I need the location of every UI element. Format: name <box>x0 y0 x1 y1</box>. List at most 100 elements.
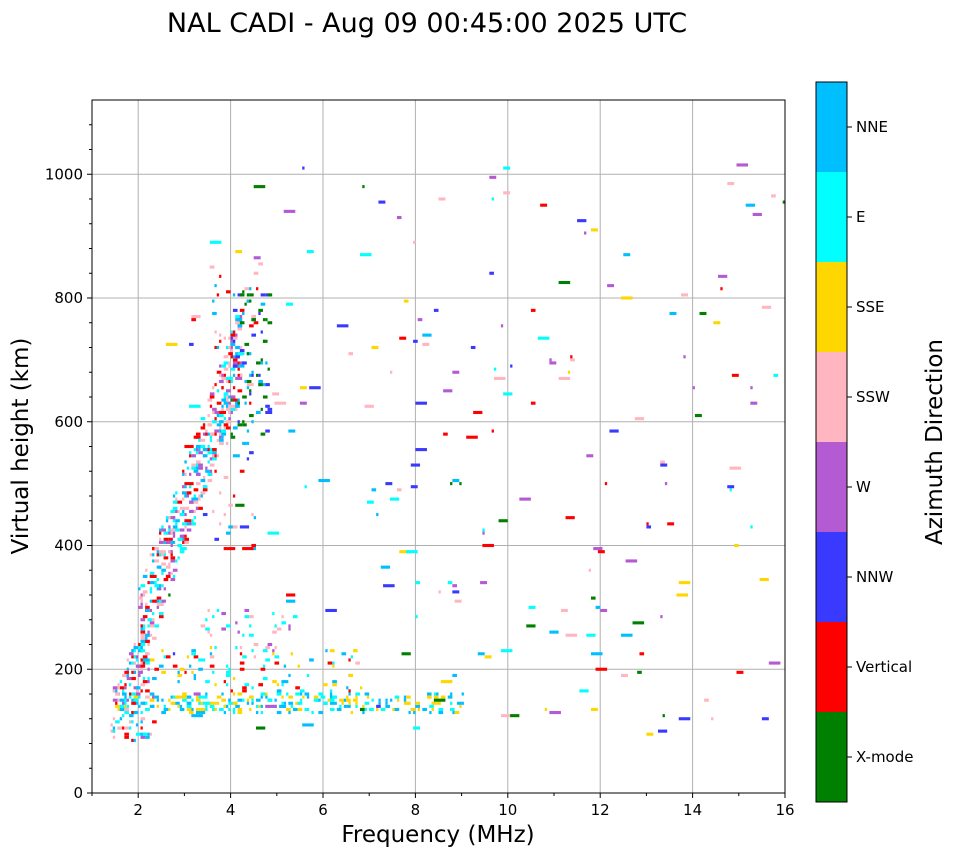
colorbar-tick-label: SSW <box>856 388 890 406</box>
echo-point <box>348 689 351 693</box>
echo-point <box>202 475 206 479</box>
echo-point <box>175 491 178 495</box>
echo-point <box>565 633 578 637</box>
echo-point <box>225 664 229 668</box>
echo-point <box>152 636 157 640</box>
echo-point <box>193 494 196 498</box>
echo-point <box>459 704 462 708</box>
echo-point <box>396 216 402 220</box>
echo-point <box>219 274 222 278</box>
echo-point <box>253 655 257 659</box>
echo-point <box>320 695 326 699</box>
echo-point <box>223 513 226 517</box>
echo-point <box>124 686 127 690</box>
echo-point <box>595 605 601 609</box>
echo-point <box>186 522 190 526</box>
echo-point <box>267 293 273 297</box>
echo-point <box>267 407 273 411</box>
echo-point <box>193 676 196 681</box>
echo-point <box>152 704 155 708</box>
echo-point <box>221 386 224 390</box>
echo-point <box>209 404 213 408</box>
echo-point <box>163 537 169 541</box>
echo-point <box>158 602 164 606</box>
echo-point <box>590 228 598 232</box>
echo-point <box>634 417 645 421</box>
echo-point <box>503 191 511 195</box>
echo-point <box>348 673 354 677</box>
echo-point <box>140 630 143 634</box>
echo-point <box>177 704 180 708</box>
echo-point <box>161 711 166 715</box>
echo-point <box>223 355 229 359</box>
echo-point <box>189 509 194 514</box>
echo-point <box>286 599 296 603</box>
echo-point <box>219 491 222 495</box>
echo-point <box>207 448 210 452</box>
echo-point <box>154 581 157 585</box>
echo-point <box>207 478 213 483</box>
echo-point <box>209 472 213 476</box>
echo-point <box>170 516 176 520</box>
echo-point <box>140 701 146 705</box>
echo-point <box>122 692 125 696</box>
echo-point <box>207 444 210 449</box>
echo-point <box>200 491 206 495</box>
echo-point <box>228 404 233 408</box>
echo-point <box>258 383 263 387</box>
echo-point <box>161 553 164 557</box>
echo-point <box>759 577 769 582</box>
echo-point <box>593 547 603 551</box>
echo-point <box>163 553 166 557</box>
echo-point <box>304 692 310 696</box>
echo-point <box>230 395 236 399</box>
echo-point <box>491 429 494 433</box>
echo-point <box>466 435 478 439</box>
echo-point <box>274 646 277 650</box>
echo-point <box>170 701 176 705</box>
x-tick-label: 12 <box>591 801 610 819</box>
echo-point <box>281 704 287 708</box>
echo-point <box>260 432 266 436</box>
echo-point <box>249 414 254 418</box>
echo-point <box>683 355 686 359</box>
echo-point <box>355 704 358 708</box>
echo-point <box>447 695 453 699</box>
echo-point <box>209 652 213 656</box>
echo-point <box>189 342 194 346</box>
echo-point <box>230 349 233 353</box>
echo-point <box>110 723 113 727</box>
echo-point <box>221 410 226 415</box>
echo-point <box>175 522 178 526</box>
echo-point <box>230 345 233 350</box>
echo-point <box>154 695 159 699</box>
echo-point <box>221 376 226 380</box>
echo-point <box>142 683 146 687</box>
echo-point <box>147 680 150 684</box>
echo-point <box>172 664 178 668</box>
echo-point <box>191 454 196 458</box>
echo-point <box>124 707 129 712</box>
echo-point <box>189 500 194 504</box>
echo-point <box>223 336 226 340</box>
echo-point <box>189 482 194 486</box>
echo-point <box>175 497 178 501</box>
echo-point <box>311 711 314 715</box>
echo-point <box>228 379 231 384</box>
echo-point <box>276 627 282 631</box>
echo-point <box>225 290 231 294</box>
echo-point <box>232 707 236 712</box>
echo-point <box>415 401 427 405</box>
echo-point <box>209 457 213 461</box>
echo-point <box>343 698 347 702</box>
echo-point <box>260 692 266 696</box>
echo-point <box>221 407 224 411</box>
echo-point <box>212 454 215 458</box>
echo-point <box>450 692 453 696</box>
y-axis-label: Virtual height (km) <box>8 338 34 555</box>
echo-point <box>209 633 213 637</box>
echo-point <box>267 321 273 325</box>
echo-point <box>588 568 591 572</box>
echo-point <box>168 562 171 566</box>
echo-point <box>246 698 250 702</box>
